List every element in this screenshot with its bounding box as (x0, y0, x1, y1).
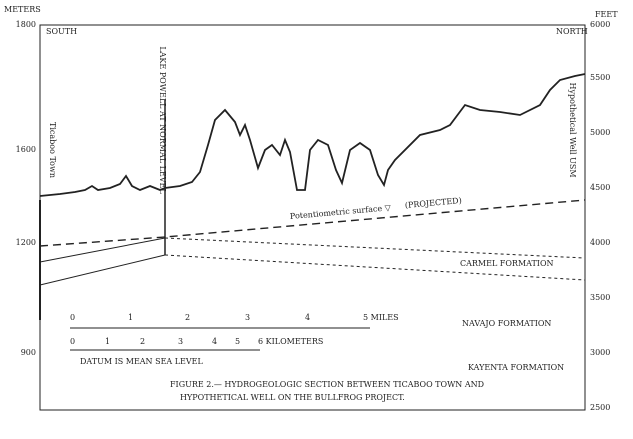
south: SOUTH (46, 27, 77, 36)
scale-label: 5 (235, 337, 240, 346)
scale-label: 1 (105, 337, 110, 346)
right-tick: 4500 (590, 183, 610, 192)
right-unit: FEET (595, 10, 618, 19)
well-label: Hypothetical Well USM (568, 82, 577, 177)
scale-label: 2 (140, 337, 145, 346)
scale-label: 3 (178, 337, 183, 346)
scale-label: 2 (185, 313, 190, 322)
caption: FIGURE 2.— HYDROGEOLOGIC SECTION BETWEEN… (170, 380, 484, 389)
scale-label: 0 (70, 337, 75, 346)
caption: HYPOTHETICAL WELL ON THE BULLFROG PROJEC… (180, 393, 405, 402)
scale-label: 6 KILOMETERS (258, 337, 323, 346)
right-tick: 5500 (590, 73, 610, 82)
formation: KAYENTA FORMATION (468, 363, 564, 372)
scale-label: 5 MILES (363, 313, 399, 322)
carmel-contact (164, 237, 586, 259)
scale-label: 4 (212, 337, 217, 346)
navajo-contact (164, 254, 586, 281)
left-tick: 1600 (16, 145, 36, 154)
well-label: LAKE POWELL AT NORMAL LEVEL (158, 46, 167, 194)
scale-label: 3 (245, 313, 250, 322)
right-tick: 3500 (590, 293, 610, 302)
right-tick: 3000 (590, 348, 610, 357)
formation: CARMEL FORMATION (460, 259, 554, 268)
scale-label: 0 (70, 313, 75, 322)
left-tick: 900 (21, 348, 36, 357)
formation-base (39, 254, 166, 286)
right-tick: 2500 (590, 403, 610, 412)
left-tick: 1800 (16, 20, 36, 29)
right-tick: 4000 (590, 238, 610, 247)
well-label: Ticaboo Town (48, 122, 57, 178)
right-tick: 5000 (590, 128, 610, 137)
surface-label: Potentiometric surface ▽ (290, 203, 392, 221)
datum: DATUM IS MEAN SEA LEVEL (80, 357, 204, 366)
left-unit: METERS (4, 5, 41, 14)
right-tick: 6000 (590, 20, 610, 29)
potentiometric-line (39, 199, 586, 247)
formation-top (39, 237, 166, 263)
scale-label: 4 (305, 313, 310, 322)
formation: NAVAJO FORMATION (462, 319, 551, 328)
north: NORTH (556, 27, 588, 36)
land-surface (39, 73, 586, 197)
scale-label: 1 (128, 313, 133, 322)
surface-projected: (PROJECTED) (405, 196, 463, 210)
left-tick: 1200 (16, 238, 36, 247)
